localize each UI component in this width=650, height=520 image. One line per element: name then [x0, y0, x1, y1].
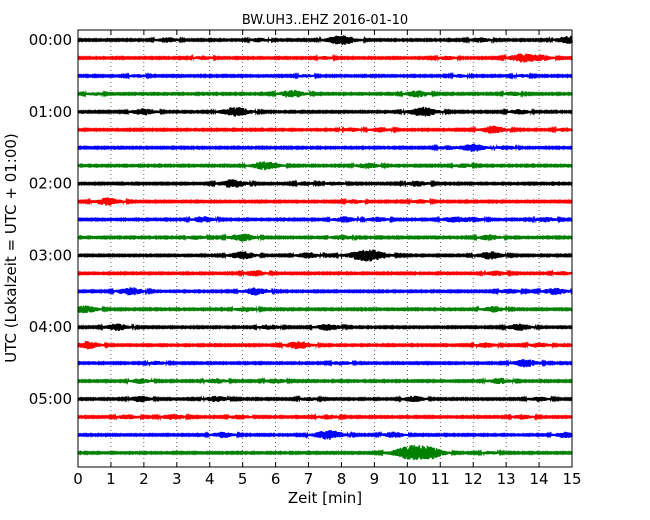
seismic-trace	[77, 125, 573, 134]
y-axis: 00:00 01:00 02:00 03:00 04:00 05:00	[29, 31, 572, 408]
seismic-trace	[77, 395, 573, 404]
x-tick-label: 13	[497, 470, 516, 488]
seismic-trace	[77, 323, 573, 332]
seismic-trace	[77, 412, 573, 421]
seismic-trace	[77, 106, 573, 117]
x-tick-label: 3	[172, 470, 182, 488]
seismic-trace	[77, 305, 573, 314]
plot-frame	[77, 29, 573, 468]
x-tick-label: 12	[464, 470, 483, 488]
x-tick-label: 7	[304, 470, 314, 488]
x-tick-label: 14	[530, 470, 549, 488]
y-tick-label: 04:00	[29, 318, 72, 336]
seismic-trace	[77, 71, 573, 80]
seismic-trace	[77, 445, 573, 461]
seismic-trace	[77, 179, 573, 188]
seismic-trace	[77, 377, 573, 386]
seismic-trace	[77, 430, 573, 440]
seismic-trace	[77, 269, 573, 278]
x-tick-label: 10	[398, 470, 417, 488]
y-axis-label: UTC (Lokalzeit = UTC + 01:00)	[2, 133, 20, 363]
seismic-trace	[77, 249, 573, 262]
x-tick-label: 5	[238, 470, 248, 488]
x-axis: 0 1 2 3 4 5 6 7 8 9 10 11 12 13 14 15	[73, 30, 582, 488]
x-tick-label: 4	[205, 470, 215, 488]
grid	[110, 30, 540, 467]
y-tick-label: 00:00	[29, 31, 72, 49]
x-tick-label: 0	[73, 470, 83, 488]
x-axis-label: Zeit [min]	[288, 489, 362, 507]
y-tick-label: 01:00	[29, 103, 72, 121]
seismic-trace	[77, 359, 573, 368]
seismic-trace	[77, 161, 573, 171]
x-tick-label: 6	[271, 470, 281, 488]
x-tick-label: 15	[562, 470, 581, 488]
seismic-trace	[77, 53, 573, 63]
chart-title: BW.UH3..EHZ 2016-01-10	[242, 13, 408, 28]
seismic-trace	[77, 233, 573, 242]
x-tick-label: 9	[370, 470, 380, 488]
x-tick-label: 11	[431, 470, 450, 488]
seismic-trace	[77, 35, 573, 45]
seismic-trace	[77, 143, 573, 152]
y-tick-label: 03:00	[29, 246, 72, 264]
seismic-trace	[77, 215, 573, 224]
seismic-trace	[77, 341, 573, 350]
y-tick-label: 02:00	[29, 175, 72, 193]
traces	[77, 35, 573, 461]
y-tick-label: 05:00	[29, 390, 72, 408]
x-tick-label: 2	[139, 470, 149, 488]
seismic-trace	[77, 89, 573, 98]
x-tick-label: 8	[337, 470, 347, 488]
x-tick-label: 1	[106, 470, 116, 488]
seismic-trace	[77, 197, 573, 206]
seismic-trace	[77, 287, 573, 296]
